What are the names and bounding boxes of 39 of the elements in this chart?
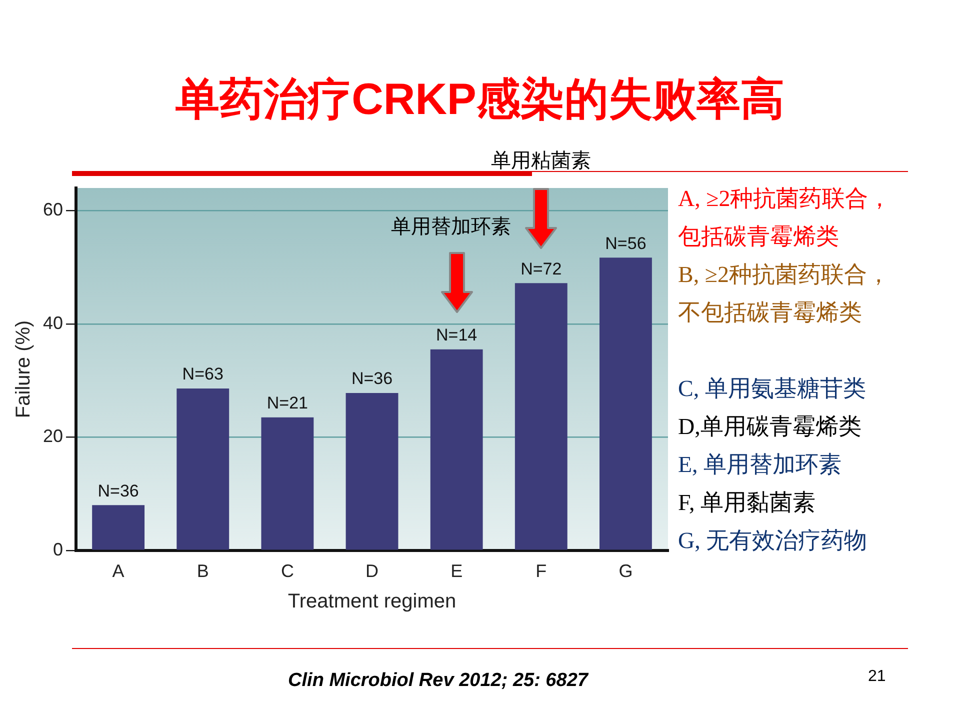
x-tick-label: B [196, 561, 209, 582]
annotation: N=36 [98, 481, 139, 500]
x-tick-label: D [366, 561, 379, 582]
y-tick-label: 0 [53, 539, 64, 560]
text: B, ≥2种抗菌药联合，不包括碳青霉烯类 [678, 261, 891, 327]
bar [176, 388, 230, 550]
annotation: 单用替加环素 [390, 215, 511, 240]
chart-title: 单药治疗CRKP感染的失败率高 [174, 74, 786, 126]
y-axis-title: Failure (%) [12, 320, 35, 418]
text: A, ≥2种抗菌药联合，包括碳青霉烯类 [678, 185, 892, 251]
text: Clin Microbiol Rev 2012; 25: 6827 [287, 670, 590, 692]
x-axis-title: Treatment regimen [288, 590, 456, 613]
x-tick-label: C [280, 561, 294, 582]
text: 单用粘菌素 [490, 149, 592, 174]
annotation: N=63 [182, 364, 224, 384]
y-tick-label: 20 [42, 426, 64, 446]
text: E, 单用替加环素 [678, 451, 843, 479]
x-tick-label: G [618, 561, 633, 582]
annotation: N=14 [436, 326, 478, 345]
text: 21 [868, 668, 886, 686]
text: C, 单用氨基糖苷类 [678, 375, 867, 403]
text: D,单用碳青霉烯类 [678, 413, 862, 441]
y-tick-label: 60 [42, 200, 64, 220]
annotation: N=56 [605, 234, 646, 253]
annotation: N=36 [351, 369, 393, 388]
bar [430, 349, 483, 550]
y-tick-label: 40 [42, 312, 64, 333]
bar [261, 417, 314, 550]
bar [514, 283, 568, 550]
annotation: N=72 [520, 259, 562, 278]
bar [92, 505, 145, 550]
x-tick-label: E [450, 561, 463, 582]
text: G, 无有效治疗药物 [678, 527, 868, 555]
x-tick-label: A [112, 561, 124, 582]
x-tick-label: F [536, 561, 547, 582]
text: F, 单用黏菌素 [678, 489, 816, 517]
bar [600, 258, 652, 550]
annotation: N=21 [266, 394, 308, 413]
bar [346, 392, 398, 550]
